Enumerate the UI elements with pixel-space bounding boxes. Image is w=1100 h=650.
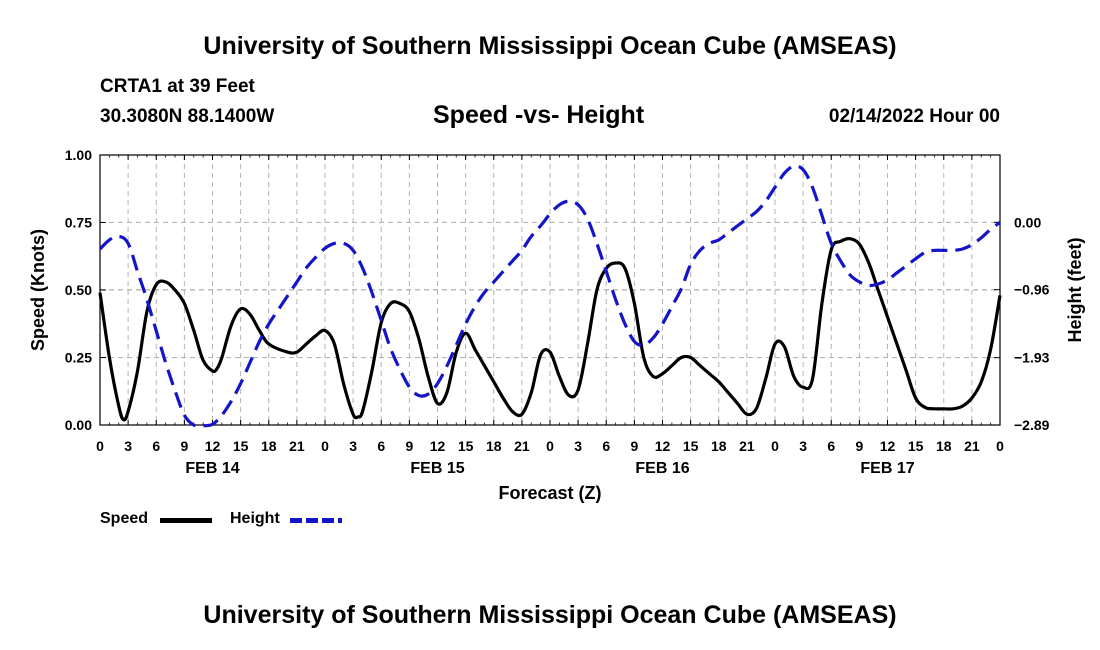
x-tick-label: 12: [205, 438, 221, 454]
x-tick-label: 6: [377, 438, 385, 454]
x-tick-label: 9: [630, 438, 638, 454]
x-tick-label: 21: [739, 438, 755, 454]
x-tick-label: 0: [96, 438, 104, 454]
y-tick-label: 1.00: [65, 147, 92, 163]
legend-speed-swatch: [160, 518, 212, 523]
x-tick-label: 12: [880, 438, 896, 454]
y-tick-label: 0.25: [65, 350, 92, 366]
x-tick-label: 18: [711, 438, 727, 454]
series-line-height: [98, 164, 1001, 428]
bottom-title: University of Southern Mississippi Ocean…: [203, 601, 897, 629]
y2-tick-label: −2.89: [1014, 417, 1050, 433]
x-tick-label: 0: [996, 438, 1004, 454]
chart-title: Speed -vs- Height: [433, 101, 645, 129]
x-tick-label: 9: [855, 438, 863, 454]
x-day-label: FEB 17: [860, 460, 914, 477]
y-tick-label: 0.00: [65, 417, 92, 433]
x-tick-label: 21: [514, 438, 530, 454]
legend-height-swatch: [290, 518, 342, 523]
x-tick-label: 12: [430, 438, 446, 454]
x-day-label: FEB 15: [410, 460, 464, 477]
x-tick-label: 21: [964, 438, 980, 454]
y2-tick-label: 0.00: [1014, 214, 1041, 230]
x-tick-label: 3: [349, 438, 357, 454]
x-tick-label: 9: [180, 438, 188, 454]
x-tick-label: 6: [152, 438, 160, 454]
y-axis-label: Speed (Knots): [28, 229, 48, 351]
station-coords: 30.3080N 88.1400W: [100, 106, 275, 127]
x-day-label: FEB 16: [635, 460, 689, 477]
x-tick-label: 6: [602, 438, 610, 454]
x-tick-label: 0: [321, 438, 329, 454]
y-tick-label: 0.50: [65, 282, 92, 298]
x-tick-label: 0: [546, 438, 554, 454]
forecast-date: 02/14/2022 Hour 00: [828, 106, 1000, 127]
x-tick-label: 3: [799, 438, 807, 454]
y2-axis-label: Height (feet): [1065, 238, 1085, 343]
series-line-speed: [98, 237, 1002, 422]
legend-speed-label: Speed: [100, 510, 149, 527]
x-tick-label: 12: [655, 438, 671, 454]
x-axis-label: Forecast (Z): [498, 483, 601, 503]
legend-height-label: Height: [230, 510, 280, 527]
x-tick-label: 3: [574, 438, 582, 454]
x-tick-label: 15: [233, 438, 249, 454]
x-tick-label: 18: [486, 438, 502, 454]
y2-tick-label: −1.93: [1014, 350, 1050, 366]
x-tick-label: 9: [405, 438, 413, 454]
x-tick-label: 15: [908, 438, 924, 454]
x-tick-label: 0: [771, 438, 779, 454]
y-tick-label: 0.75: [65, 215, 92, 231]
station-label: CRTA1 at 39 Feet: [100, 76, 255, 97]
x-tick-label: 6: [827, 438, 835, 454]
top-title: University of Southern Mississippi Ocean…: [203, 32, 897, 60]
x-tick-label: 15: [683, 438, 699, 454]
x-tick-label: 18: [261, 438, 277, 454]
x-tick-label: 18: [936, 438, 952, 454]
x-day-label: FEB 14: [185, 460, 239, 477]
x-tick-label: 3: [124, 438, 132, 454]
x-tick-label: 15: [458, 438, 474, 454]
x-tick-label: 21: [289, 438, 305, 454]
y2-tick-label: −0.96: [1014, 282, 1050, 298]
